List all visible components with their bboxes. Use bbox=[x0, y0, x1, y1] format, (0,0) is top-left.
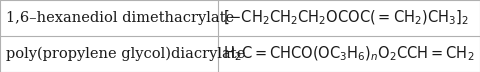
Text: poly(propylene glycol)diacrylate: poly(propylene glycol)diacrylate bbox=[6, 47, 245, 61]
Text: 1,6–hexanediol dimethacrylate: 1,6–hexanediol dimethacrylate bbox=[6, 11, 234, 25]
Text: $\mathrm{H}_2\mathrm{C{=}CHCO(OC}_3\mathrm{H}_6\mathrm{)}_n\mathrm{O}_2\mathrm{C: $\mathrm{H}_2\mathrm{C{=}CHCO(OC}_3\math… bbox=[223, 45, 475, 63]
Text: $[{-}\mathrm{CH}_2\mathrm{CH}_2\mathrm{CH}_2\mathrm{OCOC}({=}\mathrm{CH}_2)\math: $[{-}\mathrm{CH}_2\mathrm{CH}_2\mathrm{C… bbox=[223, 9, 469, 27]
